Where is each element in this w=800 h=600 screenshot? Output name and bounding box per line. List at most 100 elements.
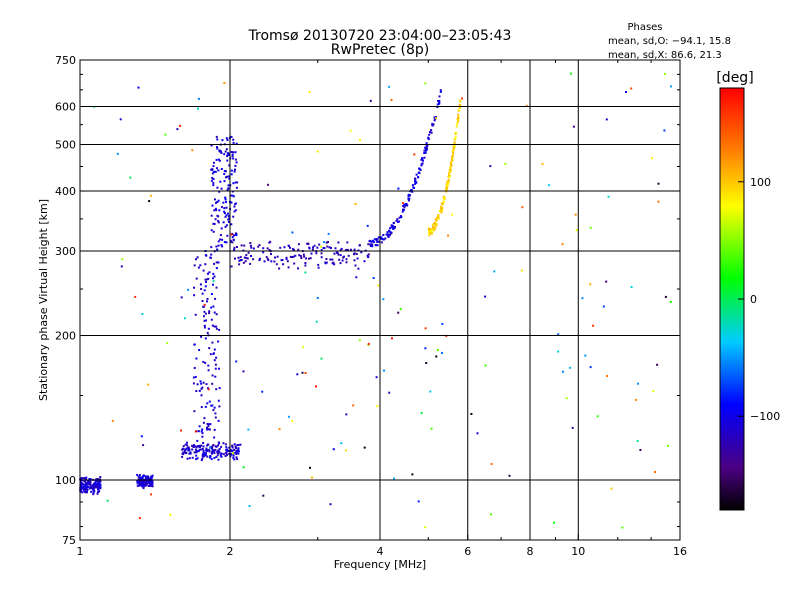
data-point (182, 447, 184, 450)
data-point (390, 98, 393, 101)
data-point (450, 161, 452, 164)
data-point (320, 256, 323, 259)
data-point (95, 478, 98, 481)
data-point (383, 369, 385, 372)
data-point (86, 488, 89, 491)
data-point (211, 341, 214, 344)
data-point (375, 376, 378, 379)
data-point (347, 254, 350, 257)
data-point (203, 303, 206, 306)
data-point (231, 445, 234, 448)
data-point (242, 466, 245, 469)
data-point (225, 241, 228, 244)
data-point (234, 257, 236, 260)
data-point (231, 155, 234, 158)
data-point (369, 245, 372, 247)
data-point (210, 306, 213, 309)
data-point (450, 162, 452, 165)
data-point (657, 200, 660, 203)
data-point (238, 263, 241, 266)
data-point (447, 234, 450, 237)
data-point (571, 426, 574, 429)
data-point (382, 234, 385, 236)
data-point (213, 359, 216, 362)
data-point (245, 257, 248, 259)
data-point (220, 168, 223, 170)
data-point (229, 239, 232, 242)
data-point (193, 410, 196, 413)
data-point (211, 374, 214, 377)
data-point (233, 248, 236, 251)
data-point (216, 167, 218, 170)
data-point (207, 388, 210, 391)
data-point (388, 391, 391, 394)
data-point (187, 446, 190, 449)
data-point (140, 435, 143, 438)
data-point (224, 198, 227, 201)
data-point (145, 477, 147, 480)
data-point (385, 233, 388, 236)
data-point (207, 364, 210, 367)
data-point (234, 209, 237, 212)
data-point (207, 443, 210, 446)
data-point (95, 486, 97, 489)
data-point (232, 238, 235, 241)
data-point (245, 254, 248, 257)
data-point (428, 233, 431, 236)
data-point (219, 238, 222, 241)
data-point (141, 478, 144, 481)
data-point (303, 255, 306, 258)
data-point (352, 404, 355, 407)
data-point (316, 297, 319, 299)
data-point (200, 394, 203, 397)
data-point (216, 201, 219, 203)
data-point (287, 266, 290, 269)
data-point (236, 458, 239, 461)
data-point (147, 482, 150, 485)
data-point (215, 325, 218, 328)
data-point (651, 157, 654, 160)
data-point (654, 471, 656, 473)
data-point (201, 448, 204, 450)
data-point (230, 201, 233, 204)
data-point (249, 242, 252, 245)
data-point (146, 476, 149, 479)
data-point (203, 310, 206, 313)
data-point (458, 107, 461, 110)
x-tick-label: 4 (377, 545, 384, 558)
data-point (210, 458, 213, 461)
data-point (349, 129, 352, 132)
data-point (327, 232, 330, 235)
data-point (84, 481, 87, 484)
data-point (228, 217, 231, 220)
data-point (212, 352, 215, 355)
data-point (435, 224, 438, 227)
data-point (438, 102, 441, 105)
data-point (216, 186, 219, 189)
data-point (398, 216, 401, 219)
data-point (340, 247, 343, 250)
data-point (150, 480, 153, 483)
data-point (195, 454, 198, 457)
data-point (211, 172, 214, 175)
data-point (223, 241, 226, 243)
y-tick-label: 600 (55, 101, 76, 114)
data-point (339, 249, 342, 252)
data-point (388, 234, 391, 237)
data-point (98, 481, 101, 484)
data-point (216, 138, 219, 141)
data-point (200, 444, 203, 447)
data-point (137, 480, 139, 483)
data-point (228, 164, 231, 167)
data-point (213, 428, 216, 431)
data-point (417, 500, 420, 503)
data-point (375, 244, 378, 247)
data-point (391, 226, 394, 229)
data-point (304, 372, 307, 374)
data-point (206, 448, 208, 451)
data-point (183, 448, 186, 451)
data-point (455, 125, 458, 128)
data-point (214, 367, 217, 370)
data-point (87, 483, 90, 485)
data-point (227, 187, 230, 190)
